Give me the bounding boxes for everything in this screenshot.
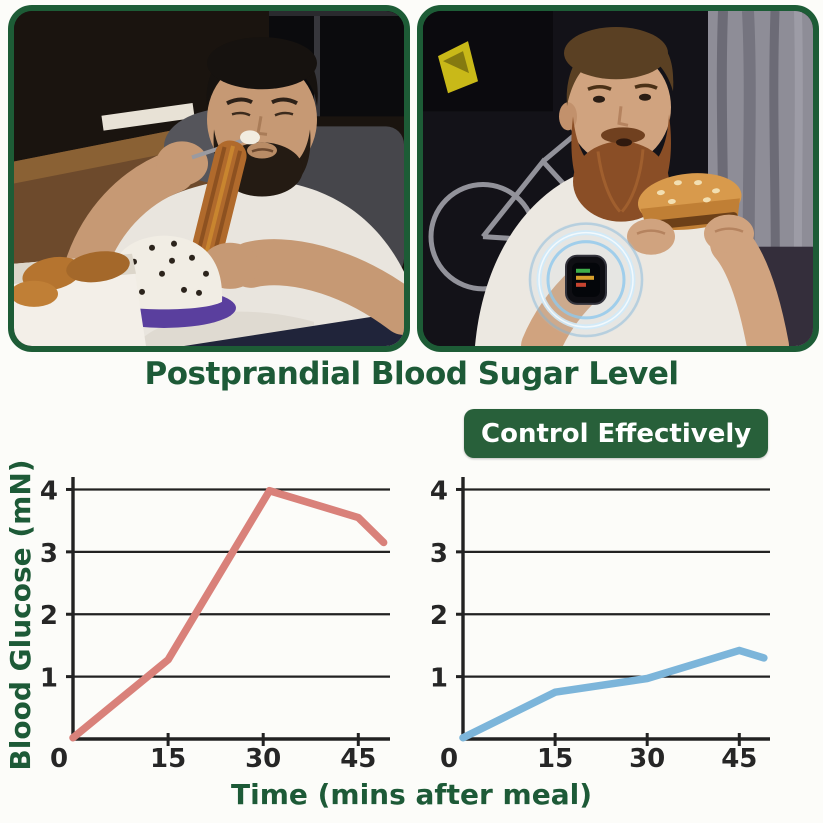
x-axis-label: Time (mins after meal) xyxy=(231,778,592,811)
svg-text:30: 30 xyxy=(629,744,665,774)
svg-text:3: 3 xyxy=(40,539,58,569)
control-effectively-badge: Control Effectively xyxy=(464,409,769,458)
photo-overeating xyxy=(8,5,410,352)
glow-rings xyxy=(528,221,644,338)
chart-uncontrolled-glucose: 1 2 3 4 15 30 45 0 xyxy=(40,476,390,774)
burger xyxy=(637,173,742,230)
svg-text:0: 0 xyxy=(50,744,68,774)
controlled-eating-illustration xyxy=(423,11,813,346)
svg-text:1: 1 xyxy=(430,664,448,694)
churro xyxy=(192,140,247,259)
svg-text:45: 45 xyxy=(721,744,757,774)
page-title: Postprandial Blood Sugar Level xyxy=(144,356,679,392)
svg-text:15: 15 xyxy=(537,744,573,774)
svg-text:4: 4 xyxy=(40,476,58,506)
svg-text:45: 45 xyxy=(340,744,376,774)
svg-text:1: 1 xyxy=(40,664,58,694)
smartwatch xyxy=(565,254,607,305)
pastry-box xyxy=(14,251,146,346)
badge-label: Control Effectively xyxy=(481,418,752,449)
overeating-illustration xyxy=(14,11,404,346)
background-clutter xyxy=(423,11,553,112)
svg-text:3: 3 xyxy=(430,539,448,569)
svg-text:30: 30 xyxy=(245,744,281,774)
svg-text:4: 4 xyxy=(430,476,448,506)
svg-text:15: 15 xyxy=(150,744,186,774)
hands xyxy=(627,214,754,255)
photo-controlled-eating xyxy=(417,5,819,352)
chart-controlled-glucose: 1 2 3 4 15 30 45 0 xyxy=(430,476,770,774)
svg-text:2: 2 xyxy=(40,601,58,631)
svg-text:0: 0 xyxy=(440,744,458,774)
svg-text:2: 2 xyxy=(430,601,448,631)
